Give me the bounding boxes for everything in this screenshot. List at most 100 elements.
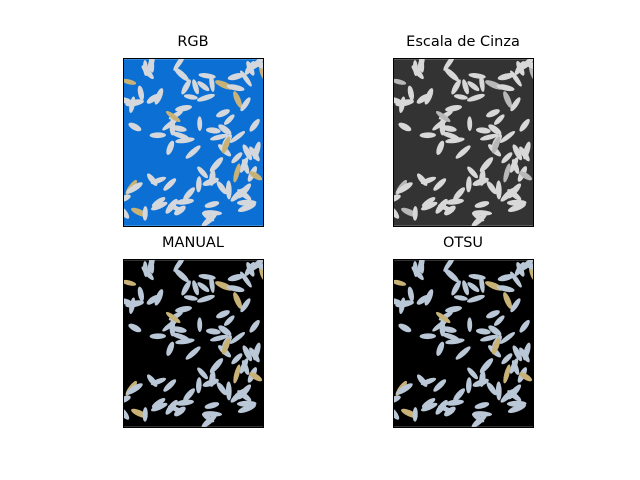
rice-grain xyxy=(196,176,202,193)
rice-grain xyxy=(417,260,425,274)
rice-grain xyxy=(445,399,464,406)
rice-grain xyxy=(444,406,456,417)
rice-grain xyxy=(174,205,186,216)
rice-grain xyxy=(165,312,181,324)
rice-grain xyxy=(503,91,513,108)
rice-grain xyxy=(166,341,175,356)
rice-grain xyxy=(231,152,243,164)
rice-grain xyxy=(204,201,220,208)
rice-grain xyxy=(466,93,485,102)
rice-image xyxy=(123,259,264,428)
rice-grain xyxy=(241,159,250,175)
rice-grain xyxy=(174,268,189,283)
rice-grain xyxy=(224,315,235,326)
rice-grain xyxy=(197,116,203,131)
rice-grain xyxy=(419,132,436,139)
rice-grain xyxy=(435,312,451,324)
rice-grain xyxy=(174,406,186,417)
rice-image xyxy=(393,58,534,227)
rice-grain xyxy=(451,280,461,296)
rice-grain xyxy=(169,319,176,337)
rice-grain xyxy=(126,383,143,395)
rice-grain xyxy=(150,402,168,412)
rice-grain xyxy=(474,402,490,409)
rice-image xyxy=(123,58,264,227)
rice-grain xyxy=(237,189,252,201)
rice-grain xyxy=(496,285,515,293)
rice-grain xyxy=(495,180,502,200)
rice-grain xyxy=(444,67,459,82)
rice-grain xyxy=(445,137,465,144)
rice-grain xyxy=(436,341,445,356)
rice-grain xyxy=(471,414,487,427)
rice-grain xyxy=(524,61,533,70)
rice-grain xyxy=(124,194,131,203)
rice-grain xyxy=(407,286,415,302)
rice-grain xyxy=(175,338,195,345)
rice-grain xyxy=(394,395,401,404)
rice-grain xyxy=(224,114,235,125)
rice-grain xyxy=(181,79,191,95)
rice-grain xyxy=(467,81,480,92)
rice-grain xyxy=(124,395,131,404)
rice-grain xyxy=(175,198,194,205)
rice-grain xyxy=(420,402,438,412)
rice-grain xyxy=(488,124,502,135)
rice-grain xyxy=(510,298,521,313)
rice-grain xyxy=(240,298,251,313)
rice-grain xyxy=(441,332,460,341)
rice-grain xyxy=(506,400,527,407)
rice-grain xyxy=(512,144,523,161)
rice-grain xyxy=(166,140,175,155)
rice-grain xyxy=(192,79,199,95)
rice-grain xyxy=(216,310,230,319)
rice-grain xyxy=(507,390,522,402)
rice-grain xyxy=(494,315,505,326)
rice-grain xyxy=(453,388,465,402)
rice-grain xyxy=(445,198,464,205)
rice-grain xyxy=(142,407,148,422)
rice-grain xyxy=(421,197,436,208)
rice-grain xyxy=(169,118,176,136)
panel-rgb: RGB xyxy=(123,34,264,227)
rice-grain xyxy=(436,140,445,155)
rice-grain xyxy=(197,367,208,380)
rice-grain xyxy=(479,275,485,293)
rice-grain xyxy=(151,197,166,208)
rice-grain xyxy=(395,99,414,107)
rice-grain xyxy=(218,124,232,135)
panel-title: OTSU xyxy=(442,235,484,251)
rice-grain xyxy=(441,326,457,333)
rice-grain xyxy=(197,81,210,92)
rice-grain xyxy=(510,97,521,112)
rice-grain xyxy=(175,305,192,313)
rice-grain xyxy=(244,61,256,75)
rice-grain xyxy=(503,364,511,384)
rice-grain xyxy=(394,78,407,85)
rice-grain xyxy=(394,407,400,420)
rice-grain xyxy=(398,122,412,132)
rice-grain xyxy=(192,280,199,296)
rice-grain xyxy=(209,157,224,173)
rice-grain xyxy=(412,60,419,77)
rice-grain xyxy=(249,171,263,181)
panel-grayscale: Escala de Cinza xyxy=(393,34,534,227)
rice-grain xyxy=(124,206,130,219)
rice-grain xyxy=(226,285,245,293)
rice-grain xyxy=(453,295,468,301)
rice-grain xyxy=(229,131,246,143)
rice-grain xyxy=(462,280,469,296)
rice-grain xyxy=(455,145,471,159)
rice-grain xyxy=(216,109,230,118)
rice-grain xyxy=(486,382,497,396)
rice-grain xyxy=(128,122,142,132)
rice-grain xyxy=(514,262,526,276)
rice-grain xyxy=(396,182,413,194)
rice-grain xyxy=(249,347,260,363)
rice-grain xyxy=(435,111,451,123)
rice-grain xyxy=(412,206,418,221)
rice-grain xyxy=(394,206,400,219)
rice-grain xyxy=(225,381,232,401)
rice-grain xyxy=(506,199,527,206)
